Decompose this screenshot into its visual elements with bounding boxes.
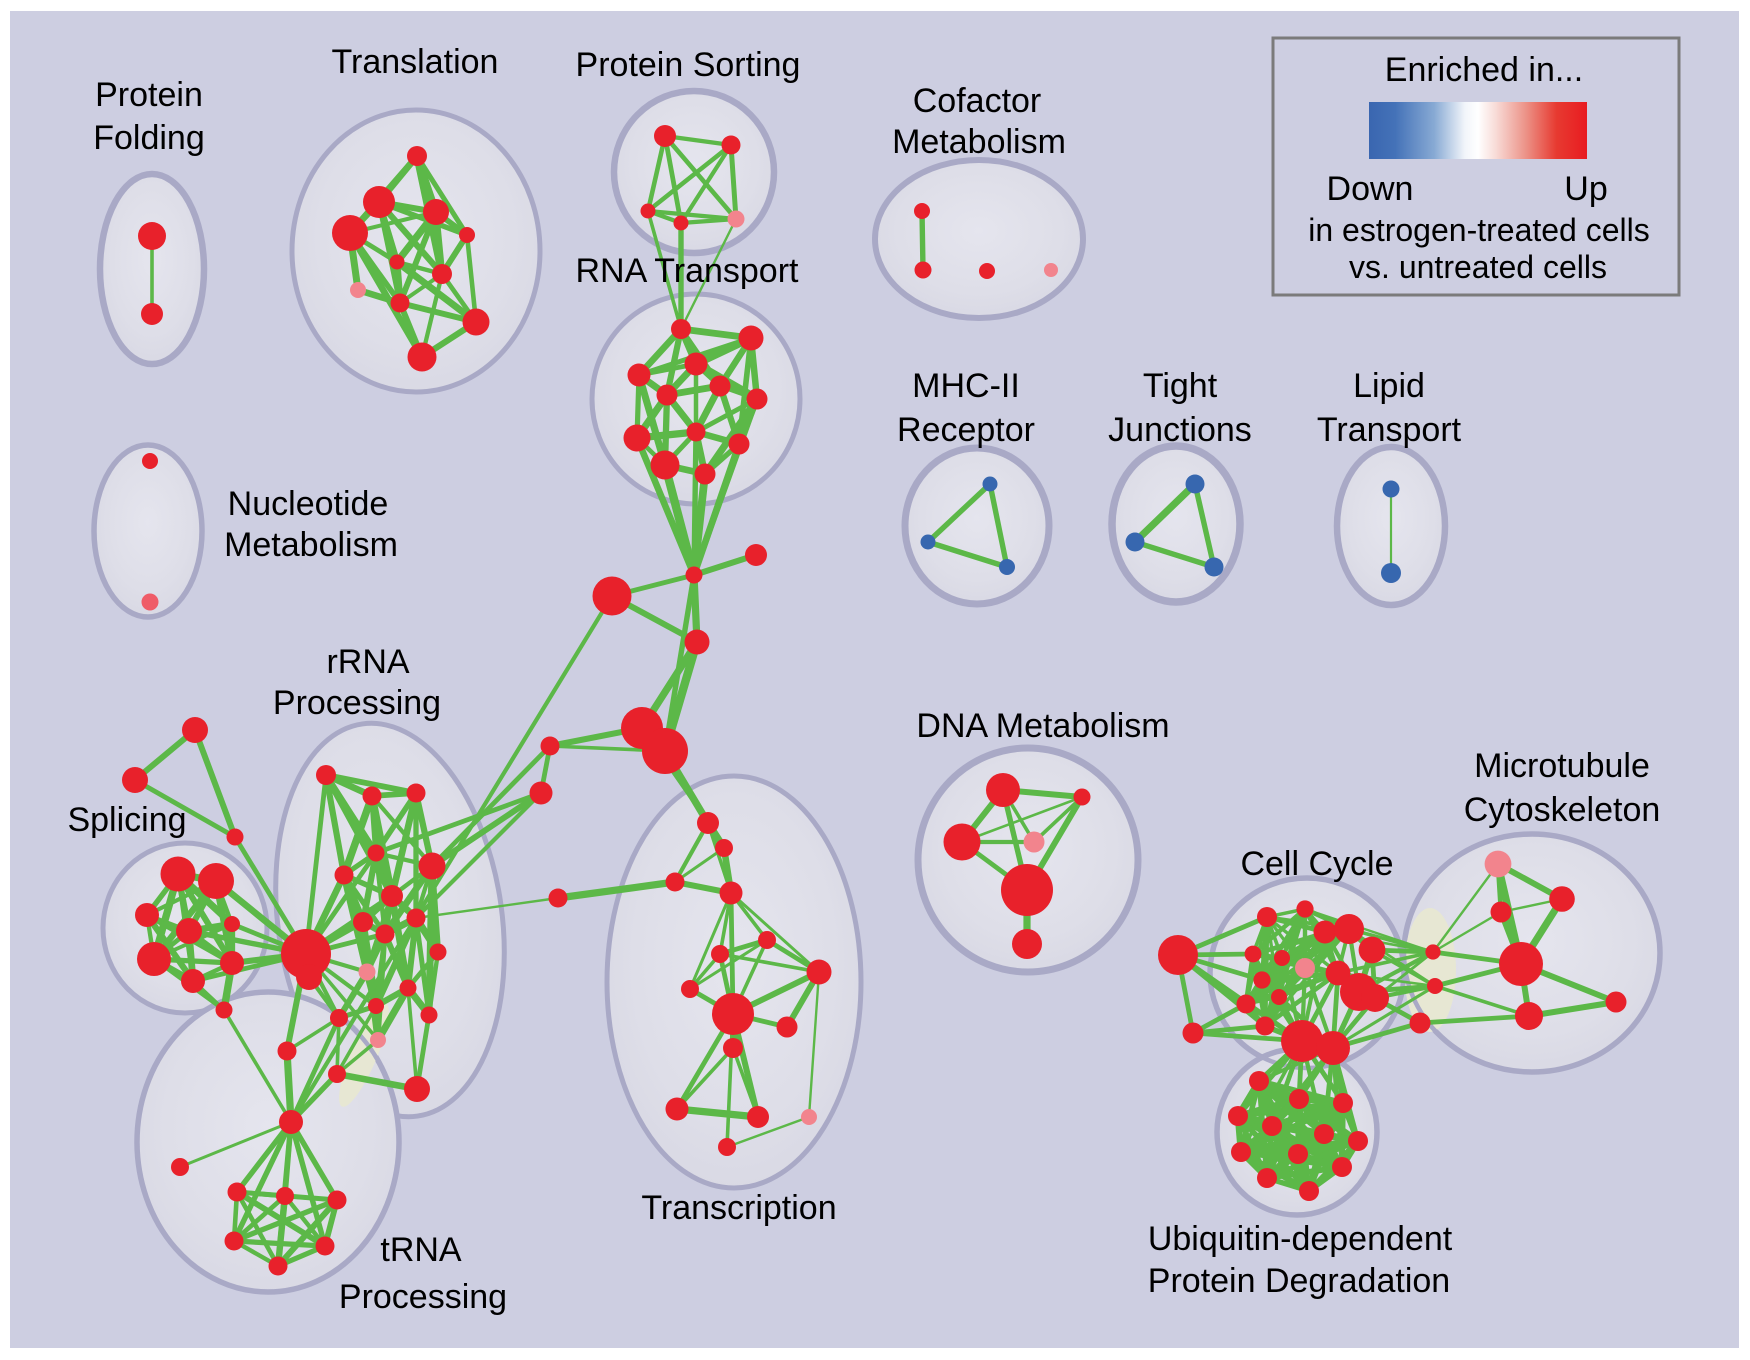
svg-text:Processing: Processing (339, 1278, 507, 1316)
svg-text:MHC-II: MHC-II (912, 367, 1020, 405)
svg-text:rRNA: rRNA (326, 643, 409, 681)
svg-text:Nucleotide: Nucleotide (228, 485, 389, 523)
svg-text:Folding: Folding (93, 119, 205, 157)
svg-text:Tight: Tight (1143, 367, 1218, 405)
svg-text:vs. untreated cells: vs. untreated cells (1349, 249, 1607, 285)
svg-text:DNA Metabolism: DNA Metabolism (916, 707, 1169, 745)
svg-text:Cytoskeleton: Cytoskeleton (1464, 791, 1661, 829)
svg-text:Receptor: Receptor (897, 411, 1035, 449)
svg-text:Translation: Translation (332, 43, 499, 81)
svg-text:Processing: Processing (273, 684, 441, 722)
svg-text:RNA Transport: RNA Transport (576, 252, 800, 290)
svg-text:Enriched in...: Enriched in... (1385, 51, 1583, 89)
svg-text:Protein Sorting: Protein Sorting (576, 46, 801, 84)
svg-text:tRNA: tRNA (380, 1231, 462, 1269)
svg-text:in estrogen-treated cells: in estrogen-treated cells (1308, 212, 1650, 248)
svg-text:Cell Cycle: Cell Cycle (1240, 845, 1393, 883)
svg-text:Metabolism: Metabolism (224, 526, 398, 564)
svg-text:Junctions: Junctions (1108, 411, 1252, 449)
svg-text:Metabolism: Metabolism (892, 123, 1066, 161)
svg-text:Ubiquitin-dependent: Ubiquitin-dependent (1148, 1220, 1453, 1258)
svg-text:Transcription: Transcription (641, 1189, 836, 1227)
svg-text:Protein: Protein (95, 76, 203, 114)
svg-text:Protein Degradation: Protein Degradation (1148, 1262, 1450, 1300)
svg-text:Microtubule: Microtubule (1474, 747, 1650, 785)
svg-text:Lipid: Lipid (1353, 367, 1425, 405)
svg-text:Transport: Transport (1317, 411, 1462, 449)
svg-text:Down: Down (1327, 170, 1414, 208)
svg-text:Splicing: Splicing (67, 801, 186, 839)
svg-text:Up: Up (1564, 170, 1607, 208)
svg-text:Cofactor: Cofactor (913, 82, 1042, 120)
